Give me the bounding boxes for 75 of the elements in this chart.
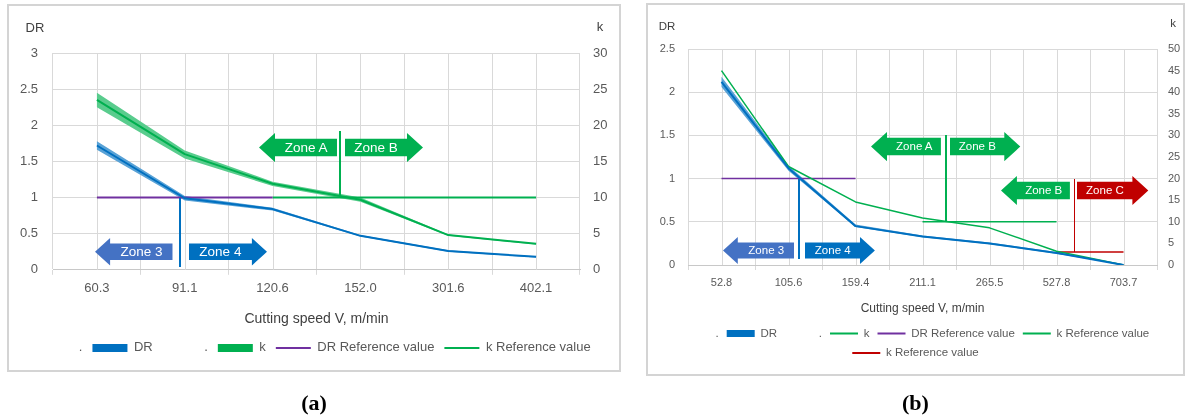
y2-tick-label: 20 bbox=[593, 116, 608, 132]
y2-axis-title: k bbox=[596, 18, 604, 34]
y2-tick-label: 25 bbox=[593, 80, 608, 96]
x-tick-label: 301.6 bbox=[431, 280, 465, 296]
x-tick-label: 527.8 bbox=[1042, 276, 1071, 289]
annotation: Zone 4 bbox=[199, 244, 242, 260]
legend-label: k Reference value bbox=[1056, 326, 1150, 339]
y2-tick-label: 10 bbox=[593, 189, 608, 205]
y-tick-label: 2 bbox=[668, 85, 675, 98]
x-axis-title: Cutting speed V, m/min bbox=[244, 309, 389, 326]
y-tick-label: 3 bbox=[30, 44, 38, 60]
y-tick-label: 2.5 bbox=[659, 42, 675, 55]
y2-axis-title: k bbox=[1170, 17, 1177, 30]
x-tick-label: 265.5 bbox=[975, 276, 1004, 289]
text: . bbox=[204, 339, 208, 355]
legend-label: k bbox=[863, 326, 870, 339]
legend-label: k Reference value bbox=[886, 346, 979, 359]
annotation: Zone 3 bbox=[748, 243, 785, 257]
y-axis-title: DR bbox=[658, 20, 676, 33]
y2-tick-label: 5 bbox=[593, 225, 601, 241]
x-tick-label: 105.6 bbox=[774, 276, 803, 289]
x-tick-label: 703.7 bbox=[1109, 276, 1138, 289]
text: (b) bbox=[902, 390, 929, 415]
annotation: Zone A bbox=[284, 139, 328, 155]
y2-tick-label: 50 bbox=[1168, 42, 1181, 55]
text: . bbox=[715, 326, 719, 339]
y-tick-label: 0 bbox=[30, 261, 38, 277]
y-axis-title: DR bbox=[25, 19, 45, 35]
y2-tick-label: 40 bbox=[1168, 85, 1181, 98]
annotation: Zone B bbox=[1025, 183, 1063, 197]
annotation: Zone C bbox=[1086, 183, 1124, 197]
legend-label: DR bbox=[133, 339, 153, 355]
legend-label: DR bbox=[760, 326, 778, 339]
y-tick-label: 0.5 bbox=[659, 214, 675, 227]
y2-tick-label: 30 bbox=[1168, 128, 1181, 141]
annotation: Zone B bbox=[958, 139, 996, 153]
y2-tick-label: 10 bbox=[1168, 214, 1181, 227]
annotation: Zone B bbox=[354, 139, 398, 155]
annotation: Zone 4 bbox=[814, 243, 851, 257]
legend-label: k bbox=[259, 339, 267, 355]
y-tick-label: 2 bbox=[30, 116, 38, 132]
y-tick-label: 1 bbox=[30, 189, 38, 205]
y2-tick-label: 30 bbox=[593, 44, 608, 60]
y-tick-label: 2.5 bbox=[19, 80, 38, 96]
y-tick-label: 1.5 bbox=[19, 152, 38, 168]
y2-tick-label: 20 bbox=[1168, 171, 1181, 184]
annotation: Zone A bbox=[896, 139, 933, 153]
x-tick-label: 402.1 bbox=[519, 280, 553, 296]
legend-label: DR Reference value bbox=[911, 326, 1015, 339]
x-axis-title: Cutting speed V, m/min bbox=[860, 300, 985, 315]
text: . bbox=[818, 326, 823, 339]
y2-tick-label: 0 bbox=[1168, 258, 1175, 271]
y2-tick-label: 25 bbox=[1168, 150, 1181, 163]
y-tick-label: 0.5 bbox=[19, 225, 38, 241]
y-tick-label: 1.5 bbox=[659, 128, 675, 141]
y2-tick-label: 45 bbox=[1168, 63, 1181, 76]
x-tick-label: 91.1 bbox=[172, 280, 198, 296]
y-tick-label: 1 bbox=[668, 171, 675, 184]
annotation: Zone 3 bbox=[120, 244, 163, 260]
x-tick-label: 211.1 bbox=[909, 276, 936, 289]
text: (a) bbox=[301, 390, 327, 415]
x-tick-label: 159.4 bbox=[841, 276, 870, 289]
x-tick-label: 152.0 bbox=[344, 280, 377, 296]
y2-tick-label: 15 bbox=[1168, 193, 1181, 206]
text: . bbox=[78, 339, 83, 355]
y2-tick-label: 5 bbox=[1168, 236, 1175, 249]
x-tick-label: 120.6 bbox=[256, 280, 289, 296]
y2-tick-label: 0 bbox=[593, 261, 601, 277]
y2-tick-label: 35 bbox=[1168, 106, 1181, 119]
x-tick-label: 60.3 bbox=[84, 280, 110, 296]
legend-label: k Reference value bbox=[485, 339, 591, 355]
y-tick-label: 0 bbox=[668, 258, 675, 271]
legend-label: DR Reference value bbox=[317, 339, 435, 355]
x-tick-label: 52.8 bbox=[710, 276, 733, 289]
y2-tick-label: 15 bbox=[593, 152, 608, 168]
